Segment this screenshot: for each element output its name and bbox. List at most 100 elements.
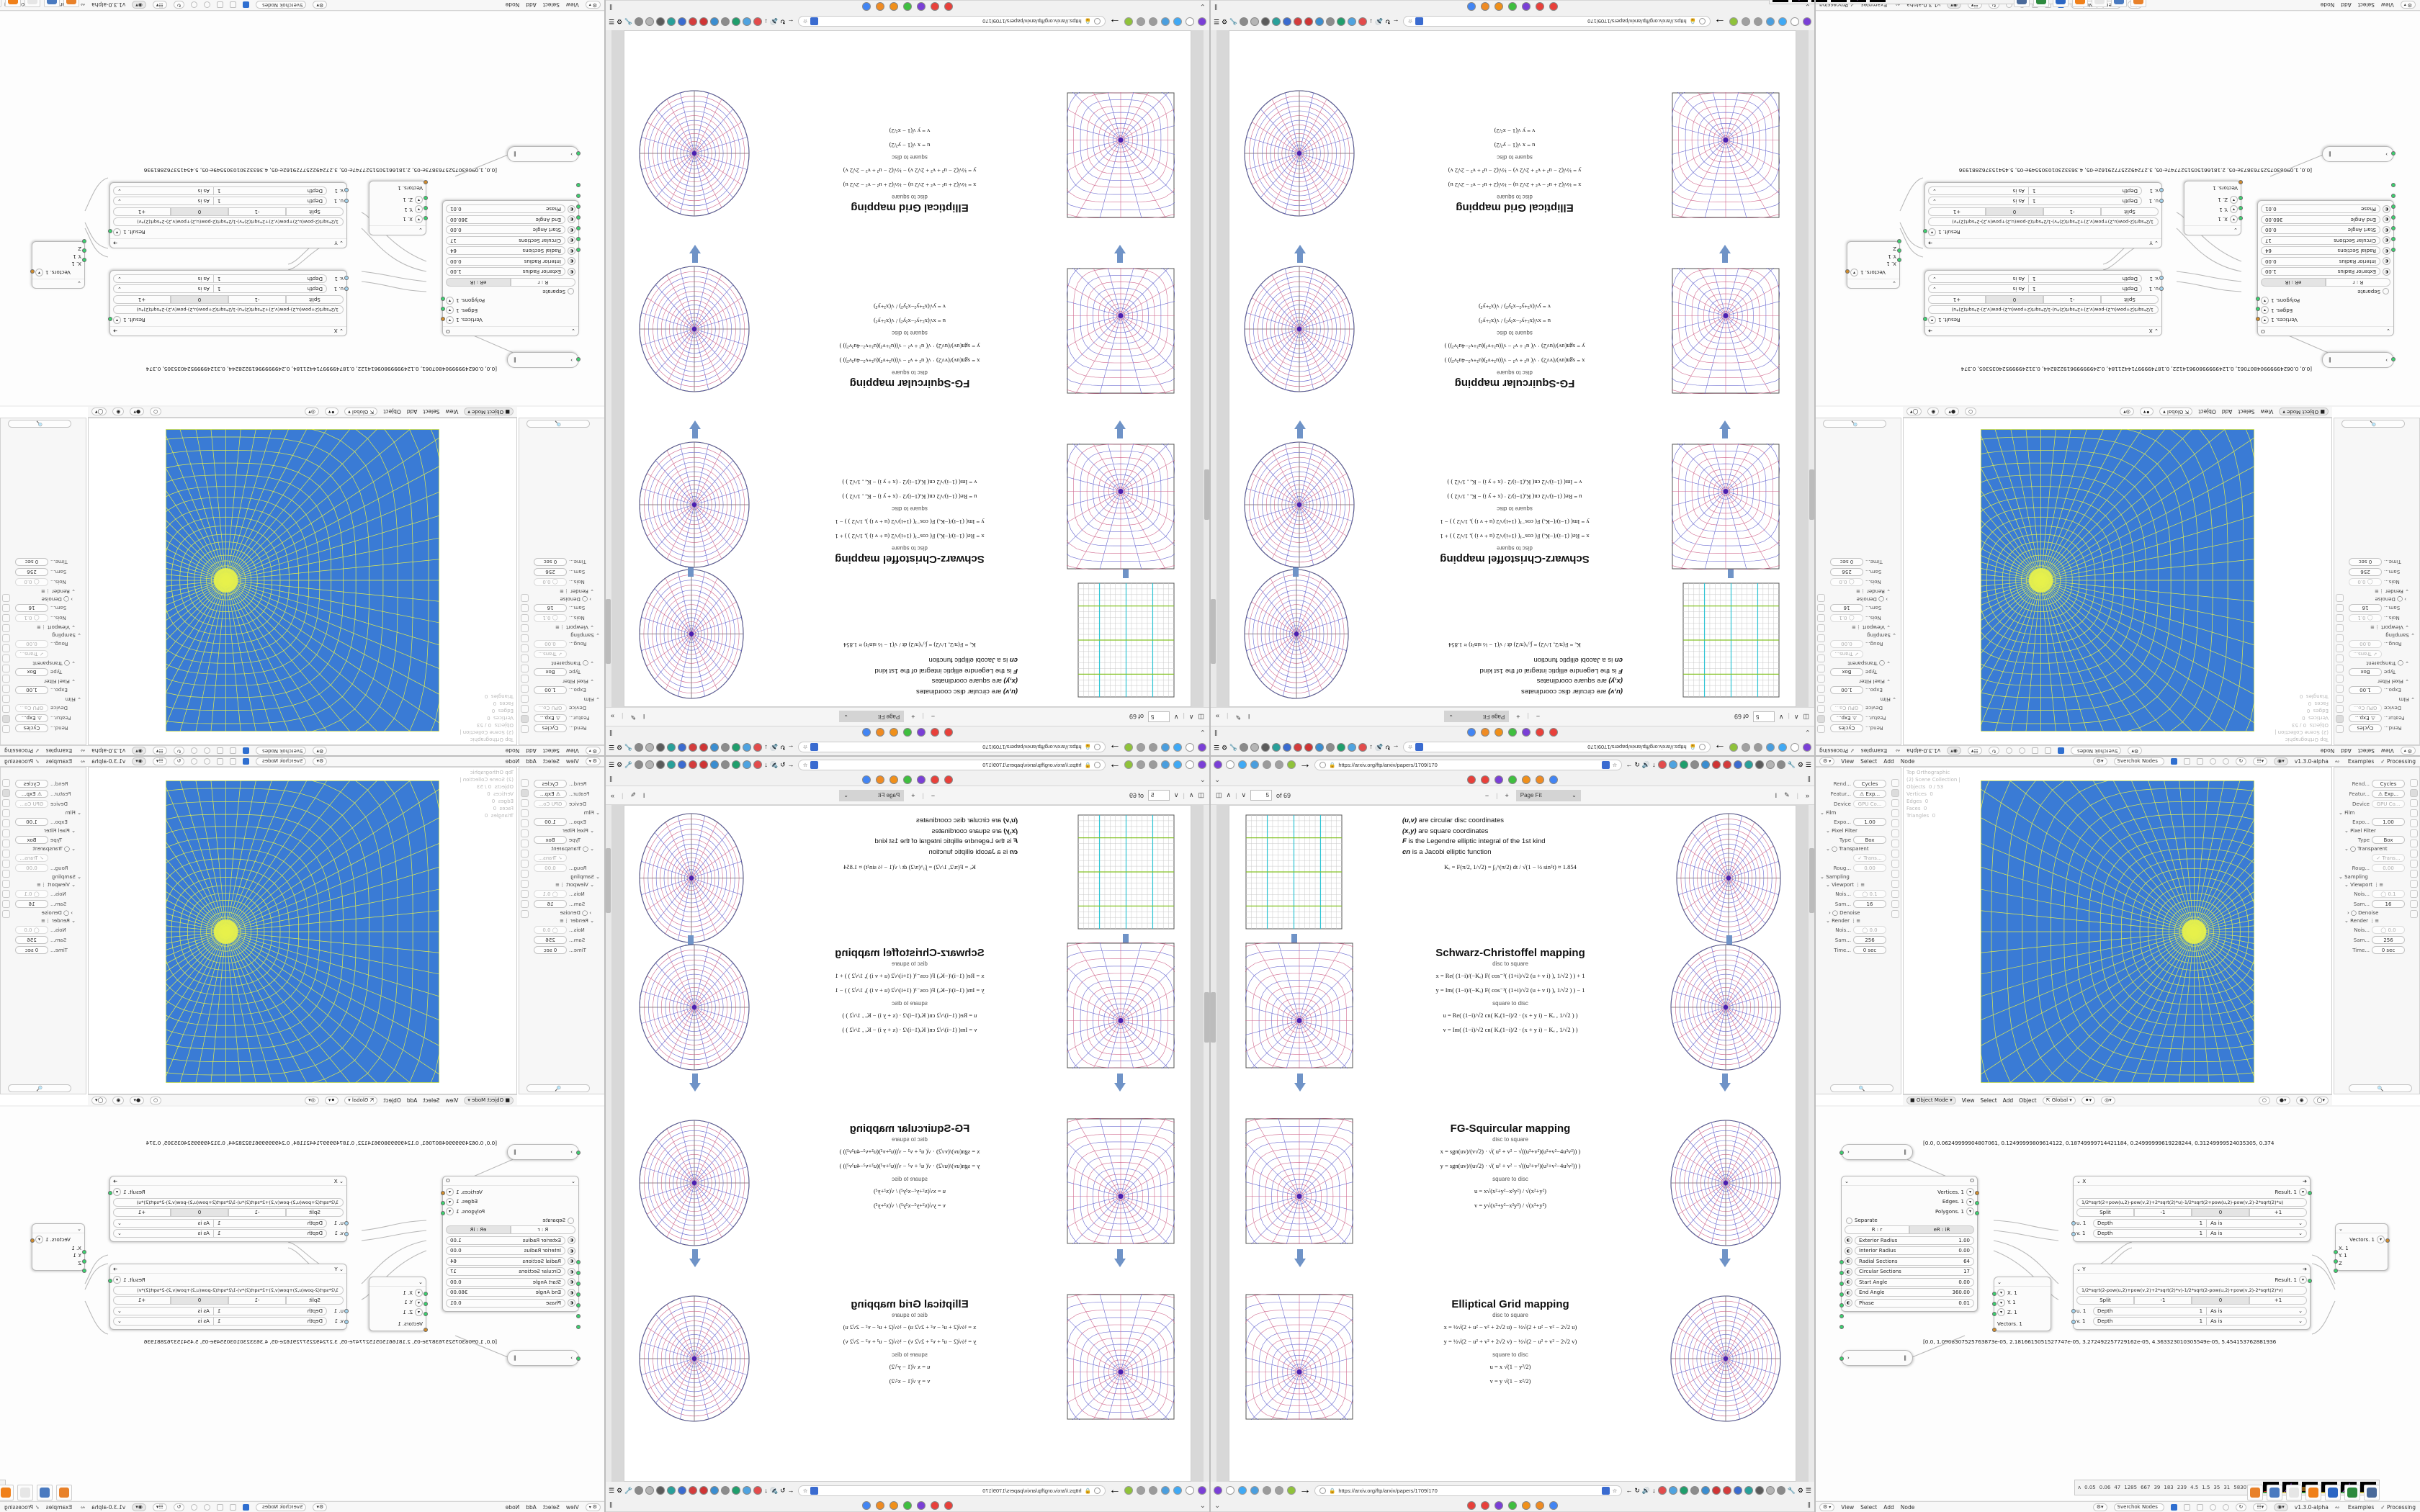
time-limit[interactable]: Time... 0 sec: [1830, 558, 1896, 566]
headphone-icon[interactable]: [1754, 17, 1762, 26]
feature-set-value[interactable]: ⚠ Exp...: [534, 790, 567, 798]
overlay-toggle[interactable]: ◉▾: [132, 1503, 146, 1511]
modifier-icon[interactable]: [2336, 644, 2344, 652]
transparent-glass[interactable]: ✓ Trans...: [1830, 650, 1896, 658]
node-tree-name[interactable]: Sverchok Nodes: [256, 747, 307, 755]
download-icon[interactable]: ↓: [1369, 744, 1373, 751]
node-output[interactable]: Result. 1 ▾: [2076, 1276, 2307, 1284]
render-icon[interactable]: [2, 715, 10, 723]
roughness[interactable]: Roug... 0.00: [534, 640, 600, 648]
chevron-down-icon[interactable]: ⌄: [1932, 188, 1937, 194]
menu-icon[interactable]: ☰: [609, 1486, 615, 1494]
tree-type-icon[interactable]: ⚙▾: [2092, 1503, 2107, 1511]
extension-icon-4[interactable]: [1700, 760, 1710, 769]
transform-orientation[interactable]: ⇱ Global ▾: [2042, 1096, 2076, 1104]
radius-mode-tabs[interactable]: R : r eR : iR: [446, 1225, 575, 1234]
formula-button[interactable]: +1: [113, 1296, 171, 1305]
viewport-samples-value[interactable]: 16: [15, 604, 48, 612]
shield-icon[interactable]: [243, 1, 250, 9]
device[interactable]: Device GPU Co...: [534, 704, 600, 712]
examples-menu[interactable]: Examples: [45, 1503, 73, 1511]
shading-solid[interactable]: ●▾: [2275, 1096, 2290, 1104]
shading-material[interactable]: ◉: [1927, 408, 1940, 416]
formula-input[interactable]: u. 1 Depth 1 As is ⌄: [2076, 1306, 2307, 1315]
film-section[interactable]: ⌄ Film: [1820, 810, 1837, 816]
time-limit[interactable]: Time... 0 sec: [15, 946, 81, 954]
extension-icon-2[interactable]: [732, 760, 741, 769]
properties-search[interactable]: 🔍: [8, 1084, 71, 1092]
torus-field[interactable]: ◐ Circular Sections 17: [1845, 1267, 1974, 1276]
close-icon[interactable]: [2196, 1503, 2203, 1511]
scrollbar-thumb[interactable]: [606, 848, 611, 913]
chevron-down-icon[interactable]: ⌄: [1932, 276, 1937, 282]
chevron-down-icon[interactable]: ⌄: [117, 188, 122, 194]
pause-icon[interactable]: [1803, 17, 1811, 26]
viewlayer-icon[interactable]: [2, 695, 10, 703]
google-icon-2[interactable]: [1522, 1501, 1531, 1510]
extension-icon-1[interactable]: [1348, 743, 1357, 752]
save-icon[interactable]: [0, 0, 1, 7]
chevron-down-icon[interactable]: ▾: [415, 1298, 423, 1307]
node-menu-node[interactable]: Node: [505, 747, 520, 755]
shield-icon[interactable]: [1319, 1487, 1326, 1494]
node-header[interactable]: ⌄ Y ➔: [1925, 238, 2161, 248]
formula-button[interactable]: 0: [171, 1296, 228, 1305]
more-tools-icon[interactable]: »: [611, 713, 615, 721]
chevron-down-icon[interactable]: ⌄: [2298, 1308, 2303, 1314]
time-limit[interactable]: Time... 0 sec: [2339, 946, 2405, 954]
wrench-icon[interactable]: 🔧: [624, 18, 633, 26]
pause-icon[interactable]: [1198, 1486, 1206, 1495]
input-socket[interactable]: [576, 215, 581, 220]
render-sampling-section[interactable]: ⌄ Render ⋮≡: [1855, 588, 1891, 594]
formula-button[interactable]: +1: [113, 207, 171, 216]
formula-buttons[interactable]: Split -1 0 +1: [1928, 207, 2159, 216]
system-monitor-tray[interactable]: ʌ0.050.06471285667391832394.51.535315830…: [1769, 0, 2074, 4]
input-socket[interactable]: [424, 1302, 428, 1306]
transparent-glass[interactable]: ✓ Trans...: [15, 650, 81, 658]
input-socket[interactable]: [576, 1271, 581, 1275]
google-icon-2[interactable]: [889, 728, 898, 737]
transparent-toggle[interactable]: ⌄ ◯ Transparent: [32, 660, 76, 666]
page-up-icon[interactable]: ∧: [1188, 791, 1194, 798]
back-icon[interactable]: ←: [1392, 744, 1399, 751]
extension-icon-7[interactable]: [1733, 1486, 1742, 1495]
particles-icon[interactable]: [1891, 870, 1899, 878]
snap-toggle[interactable]: ↻: [173, 757, 185, 765]
film-section[interactable]: ⌄ Film: [1880, 696, 1896, 702]
transparent-toggle[interactable]: ⌄ ◯ Transparent: [2344, 846, 2388, 852]
output-icon[interactable]: [521, 799, 529, 807]
vector-output[interactable]: Vectors. 1: [372, 186, 423, 192]
data-icon[interactable]: [1817, 604, 1825, 612]
animate-icon[interactable]: ◐: [568, 257, 575, 266]
device-value[interactable]: GPU Co...: [2372, 800, 2405, 808]
extension-icon-6[interactable]: [689, 17, 698, 26]
feature-set[interactable]: Featur... ⚠ Exp...: [15, 790, 81, 798]
translate-icon[interactable]: [1415, 743, 1424, 752]
download-icon[interactable]: ↓: [764, 18, 768, 25]
extension-icon-10[interactable]: [1765, 760, 1775, 769]
field-value[interactable]: 64: [1963, 1258, 1970, 1264]
proportional-edit[interactable]: ◎▾: [305, 408, 319, 416]
formula-button[interactable]: -1: [2043, 207, 2101, 216]
headphone-icon[interactable]: [1149, 760, 1157, 769]
viewport-samples[interactable]: Sam... 16: [1820, 900, 1886, 908]
shield-icon[interactable]: [1699, 744, 1706, 751]
chevron-down-icon[interactable]: ▾: [415, 1289, 423, 1297]
chevron-down-icon[interactable]: ▾: [113, 316, 121, 324]
chevron-down-icon[interactable]: ▾: [2299, 1188, 2307, 1196]
formula-node-y[interactable]: ⌄ Y ➔ Result. 1 ▾ 1/2*sqrt(2-pow(u,2)+pow(v,…: [2071, 1264, 2312, 1330]
shading-solid[interactable]: ●▾: [130, 1096, 145, 1104]
chevron-down-icon[interactable]: ▾: [1966, 1207, 1974, 1215]
close-icon[interactable]: [217, 757, 224, 765]
input-socket[interactable]: [1897, 258, 1901, 262]
render-samples-value[interactable]: 256: [2372, 936, 2405, 944]
chevron-down-icon[interactable]: ▾: [1997, 1308, 2005, 1316]
device[interactable]: Device GPU Co...: [1830, 704, 1896, 712]
viewport-menu-view[interactable]: View: [445, 1097, 459, 1104]
formula-button[interactable]: Split: [2076, 1296, 2134, 1305]
download-icon[interactable]: ↓: [764, 744, 768, 751]
pdf-scrollbar[interactable]: [1809, 805, 1815, 1482]
formula-button[interactable]: +1: [113, 1208, 171, 1217]
files-icon[interactable]: [44, 0, 60, 7]
collapse-icon[interactable]: ⌄: [2339, 1225, 2344, 1232]
